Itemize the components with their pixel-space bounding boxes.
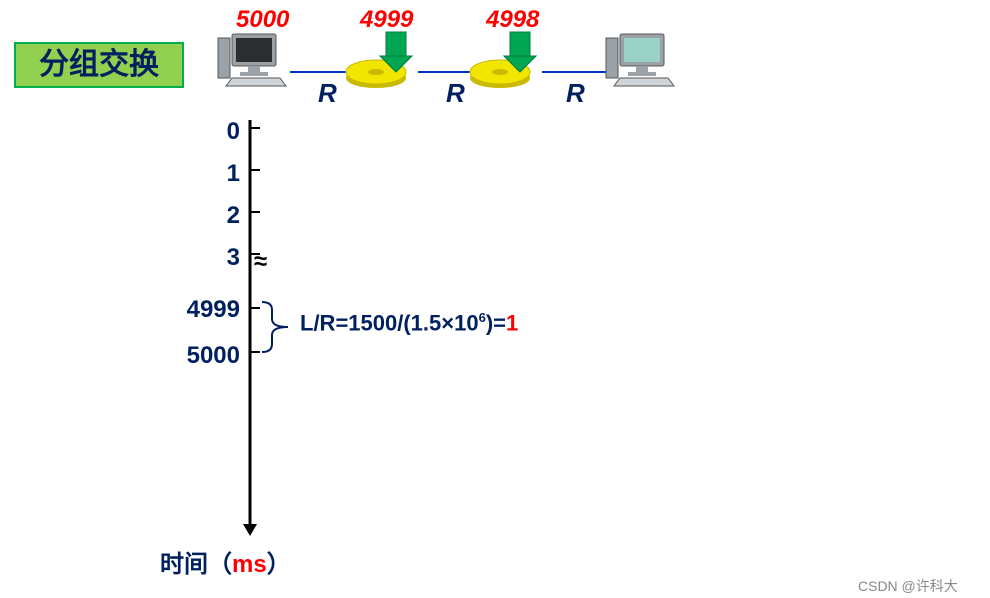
time-axis-arrow	[243, 524, 257, 536]
pc-right-base	[628, 72, 656, 76]
pc-left-keyboard	[226, 78, 286, 86]
pc-left-screen	[236, 38, 272, 62]
pc-left-neck	[248, 66, 260, 72]
packet-arrow-0-body	[386, 32, 406, 56]
pc-right-tower	[606, 38, 618, 78]
packet-arrow-1-body	[510, 32, 530, 56]
pc-left-base	[240, 72, 268, 76]
pc-right-neck	[636, 66, 648, 72]
router-2-hole	[492, 69, 508, 75]
router-1-hole	[368, 69, 384, 75]
pc-right-keyboard	[614, 78, 674, 86]
pc-right-screen	[624, 38, 660, 62]
brace-icon	[262, 302, 288, 352]
diagram-svg	[0, 0, 990, 598]
pc-left-tower	[218, 38, 230, 78]
